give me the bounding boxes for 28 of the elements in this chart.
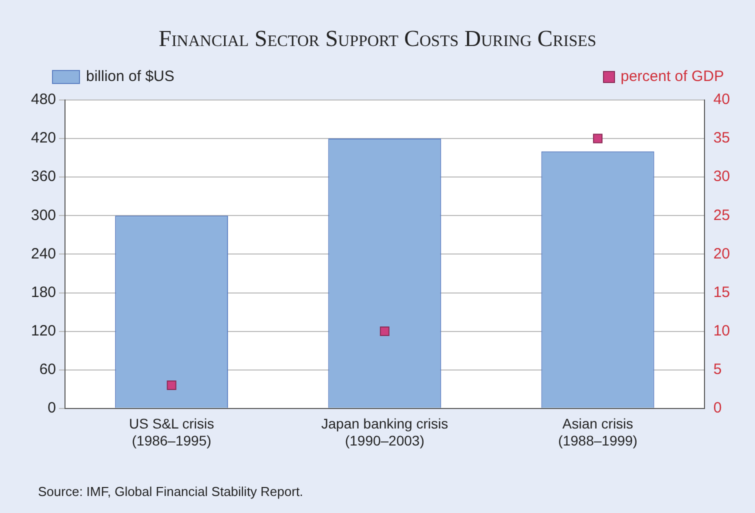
y-tick-label: 300 [30, 206, 56, 224]
y2-tick-label: 35 [713, 130, 730, 147]
y-tick-label: 480 [30, 91, 56, 108]
y2-tick-label: 15 [713, 284, 730, 301]
point [380, 326, 390, 336]
y2-tick-label: 30 [713, 168, 730, 186]
y-tick-label: 240 [30, 245, 56, 262]
y-tick-label: 0 [48, 400, 56, 417]
y2-tick-label: 20 [713, 245, 730, 262]
source-note: Source: IMF, Global Financial Stability Report. [38, 484, 304, 499]
legend-label: percent of GDP [620, 68, 724, 85]
y-tick-label: 60 [39, 360, 56, 378]
y2-tick-label: 10 [713, 322, 730, 340]
y-tick-label: 120 [30, 322, 56, 340]
x-tick-label: Asian crisis (1988–1999) [558, 416, 638, 448]
legend-label: billion of $US [86, 68, 174, 85]
y2-tick-label: 5 [713, 360, 722, 378]
y-tick-label: 180 [30, 284, 56, 301]
y2-tick-label: 0 [713, 400, 722, 417]
y-tick-label: 420 [30, 130, 56, 147]
y2-tick-label: 25 [713, 206, 730, 224]
point [166, 380, 176, 390]
y2-tick-label: 40 [713, 91, 730, 108]
y-tick-label: 360 [30, 168, 56, 186]
x-tick-label: US S&L crisis (1986–1995) [129, 416, 214, 448]
chart-title: Financial Sector Support Costs During Crises [158, 26, 598, 52]
point [593, 134, 603, 144]
x-tick-label: Japan banking crisis (1990–2003) [321, 416, 448, 448]
